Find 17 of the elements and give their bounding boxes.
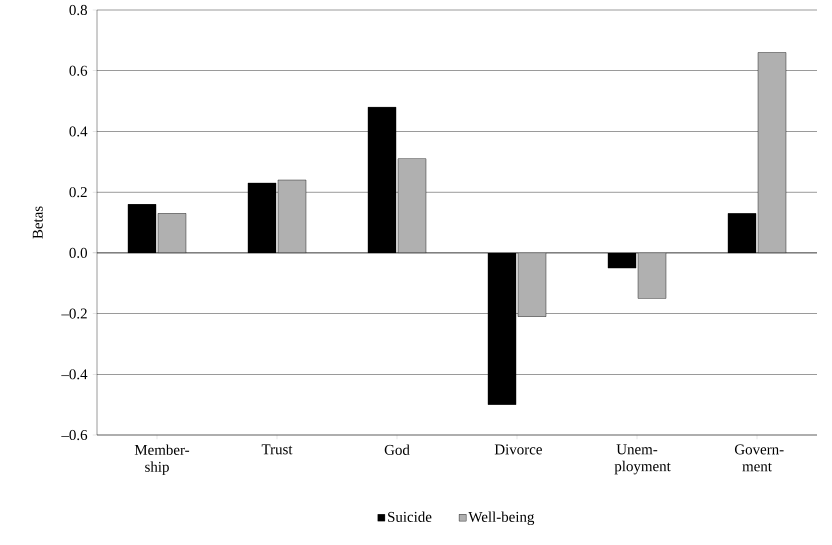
x-tick-label: Trust [262, 444, 292, 454]
x-tick-label: Member-ship [134, 444, 190, 475]
y-tick-label: 0.0 [69, 248, 87, 258]
x-tick-label: Divorce [494, 444, 542, 454]
x-tick-label: Unem-ployment [614, 444, 671, 474]
y-tick-label: –0.4 [61, 369, 88, 380]
y-tick-label: 0.2 [69, 187, 87, 198]
y-axis-title: Betas [32, 206, 43, 239]
legend-label: Suicide [388, 511, 432, 522]
y-tick-label: 0.6 [69, 66, 88, 76]
y-tick-label: –0.2 [61, 308, 87, 319]
y-tick-label: 0.4 [69, 126, 88, 137]
legend-label: Well-being [468, 511, 534, 526]
x-tick-label: Govern-ment [734, 444, 784, 472]
y-tick-label: 0.8 [69, 4, 87, 16]
x-tick-label: God [384, 444, 410, 455]
y-tick-label: –0.6 [61, 430, 88, 440]
